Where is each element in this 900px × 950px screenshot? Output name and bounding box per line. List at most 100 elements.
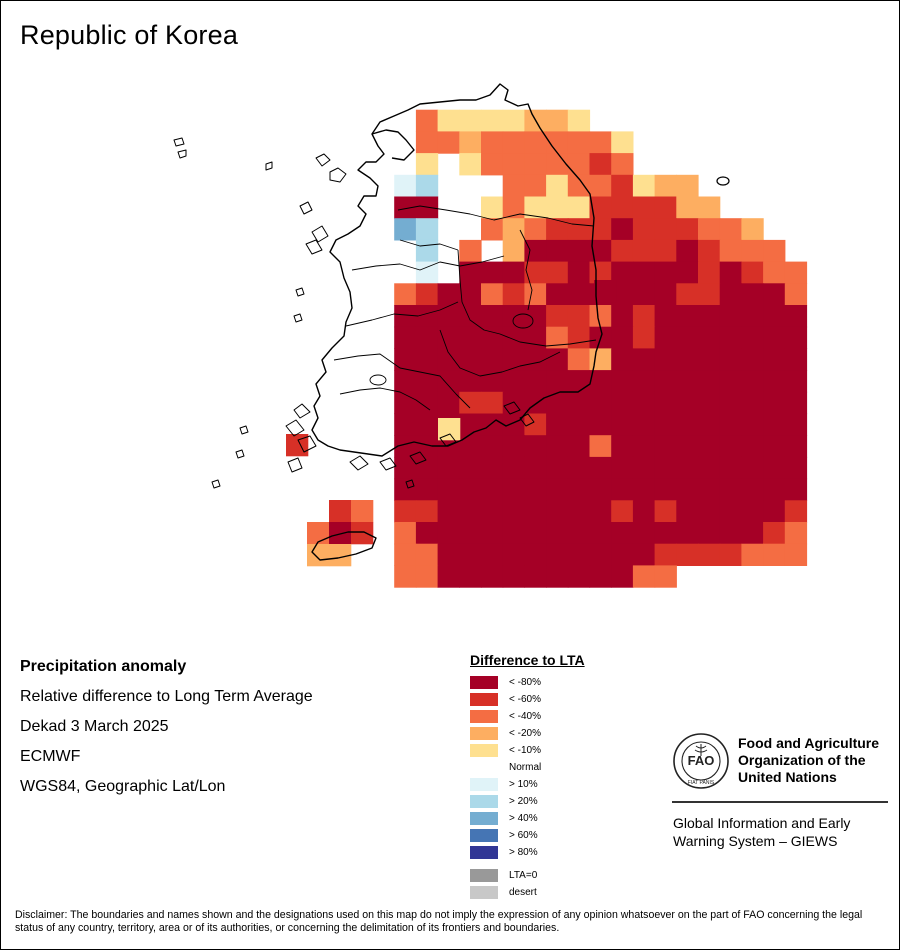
anomaly-cell xyxy=(676,370,699,393)
anomaly-cell xyxy=(481,326,504,349)
anomaly-cell xyxy=(611,261,634,284)
anomaly-cell xyxy=(415,131,439,154)
anomaly-cell xyxy=(676,435,699,458)
anomaly-cell xyxy=(546,435,569,458)
anomaly-cell xyxy=(594,280,617,303)
anomaly-cell xyxy=(438,418,461,441)
anomaly-cell xyxy=(481,522,504,545)
anomaly-cell xyxy=(481,196,504,219)
legend-item-swatch xyxy=(470,710,498,723)
anomaly-cell xyxy=(698,283,721,306)
anomaly-cell xyxy=(459,500,482,523)
legend-item-row: > 60% xyxy=(470,827,585,844)
anomaly-cell xyxy=(437,456,460,480)
anomaly-cell xyxy=(415,543,439,566)
anomaly-cell xyxy=(415,435,439,458)
anomaly-cell xyxy=(524,478,547,501)
anomaly-cell xyxy=(502,370,525,393)
anomaly-cell xyxy=(502,413,525,436)
anomaly-cell xyxy=(459,326,482,349)
anomaly-cell xyxy=(546,283,569,306)
anomaly-cell xyxy=(632,435,656,458)
anomaly-cell xyxy=(698,435,721,458)
legend-item-label: > 80% xyxy=(509,847,538,858)
anomaly-cell xyxy=(632,348,656,371)
anomaly-cell xyxy=(415,391,439,415)
anomaly-cell xyxy=(415,348,439,371)
anomaly-cell xyxy=(763,283,786,306)
anomaly-cell xyxy=(611,478,634,501)
anomaly-cell xyxy=(481,305,504,328)
anomaly-cell xyxy=(415,565,439,588)
anomaly-cell xyxy=(589,239,612,263)
anomaly-cell xyxy=(567,196,591,219)
anomaly-cell xyxy=(632,305,656,328)
anomaly-cell xyxy=(524,435,547,458)
anomaly-cell xyxy=(524,196,547,219)
anomaly-cell xyxy=(524,305,547,328)
anomaly-cell xyxy=(589,131,612,154)
anomaly-cell xyxy=(394,348,417,371)
anomaly-cell xyxy=(437,326,460,349)
anomaly-cell xyxy=(654,543,677,566)
legend-item-swatch xyxy=(470,727,498,740)
fao-logo-text: FAO xyxy=(688,753,715,768)
anomaly-cell xyxy=(394,456,417,480)
anomaly-cell xyxy=(741,261,764,284)
anomaly-cell xyxy=(394,283,417,306)
anomaly-cell xyxy=(763,500,786,523)
anomaly-cell xyxy=(784,261,808,284)
anomaly-cell xyxy=(632,239,656,263)
anomaly-cell xyxy=(546,131,569,154)
anomaly-cell xyxy=(459,543,482,566)
anomaly-cell xyxy=(632,522,656,545)
anomaly-cell xyxy=(415,370,439,393)
legend-item-label: < -60% xyxy=(509,694,541,705)
anomaly-cell xyxy=(437,478,460,501)
anomaly-cell xyxy=(632,456,656,480)
anomaly-cell xyxy=(502,239,525,263)
anomaly-cell xyxy=(676,305,699,328)
anomaly-cell xyxy=(502,326,525,349)
anomaly-cell xyxy=(632,413,656,436)
anomaly-cell xyxy=(524,370,547,393)
anomaly-cell xyxy=(763,370,786,393)
anomaly-cell xyxy=(481,283,504,306)
anomaly-cell xyxy=(567,283,591,306)
anomaly-cell xyxy=(611,218,634,241)
anomaly-cell xyxy=(286,434,309,457)
anomaly-cell xyxy=(546,174,569,198)
legend-items: < -80% < -60% < -40% < -20% < -10% Normal > 10… xyxy=(470,674,585,861)
anomaly-cell xyxy=(589,413,612,436)
anomaly-cell xyxy=(502,153,525,176)
anomaly-cell xyxy=(632,478,656,501)
anomaly-cell xyxy=(763,543,786,566)
anomaly-cell xyxy=(784,435,808,458)
info-heading: Precipitation anomaly xyxy=(20,658,187,675)
anomaly-cell xyxy=(589,435,612,458)
anomaly-cell xyxy=(481,261,504,284)
legend-item-row: < -80% xyxy=(470,674,585,691)
anomaly-cell xyxy=(698,261,721,284)
info-line-1: Relative difference to Long Term Average xyxy=(20,688,313,705)
anomaly-cell xyxy=(589,456,612,480)
anomaly-cell xyxy=(676,478,699,501)
legend-item-swatch xyxy=(470,693,498,706)
anomaly-cell xyxy=(741,218,764,241)
anomaly-cell xyxy=(698,370,721,393)
legend-item-label: > 10% xyxy=(509,779,538,790)
anomaly-cell xyxy=(459,413,482,436)
org-name: Food and Agriculture Organization of the… xyxy=(738,735,880,785)
info-line-3: ECMWF xyxy=(20,748,81,765)
anomaly-cell xyxy=(546,391,569,415)
anomaly-cell xyxy=(784,391,808,415)
anomaly-cell xyxy=(676,413,699,436)
anomaly-cell xyxy=(524,153,547,176)
anomaly-cell xyxy=(567,543,591,566)
anomaly-cell xyxy=(546,218,569,241)
anomaly-cell xyxy=(719,522,742,545)
anomaly-cell xyxy=(784,456,808,480)
anomaly-cell xyxy=(719,500,742,523)
anomaly-cell xyxy=(698,218,721,241)
anomaly-cell xyxy=(654,435,677,458)
